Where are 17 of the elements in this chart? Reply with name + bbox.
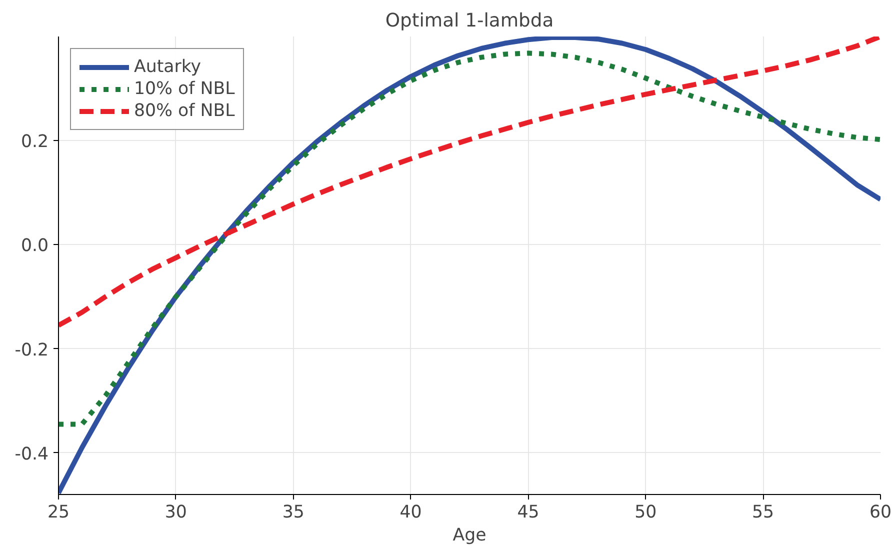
x-tick-label: 50 <box>634 502 657 522</box>
x-tick-label: 40 <box>400 502 422 522</box>
legend-label: 80% of NBL <box>134 101 235 121</box>
chart-title: Optimal 1-lambda <box>385 10 554 32</box>
x-tick-label: 55 <box>752 502 774 522</box>
y-tick-label: -0.4 <box>14 444 48 464</box>
x-tick-label: 30 <box>164 502 187 522</box>
x-tick-label: 60 <box>869 502 892 522</box>
x-tick-label: 45 <box>517 502 540 522</box>
x-axis-title: Age <box>452 526 486 546</box>
legend-label: 10% of NBL <box>134 79 235 99</box>
legend-label: Autarky <box>134 57 202 77</box>
y-tick-label: 0.0 <box>20 236 49 256</box>
x-tick-label: 25 <box>47 502 70 522</box>
y-tick-label: -0.2 <box>14 340 48 360</box>
x-tick-label: 35 <box>282 502 304 522</box>
y-tick-label: 0.2 <box>20 132 49 152</box>
